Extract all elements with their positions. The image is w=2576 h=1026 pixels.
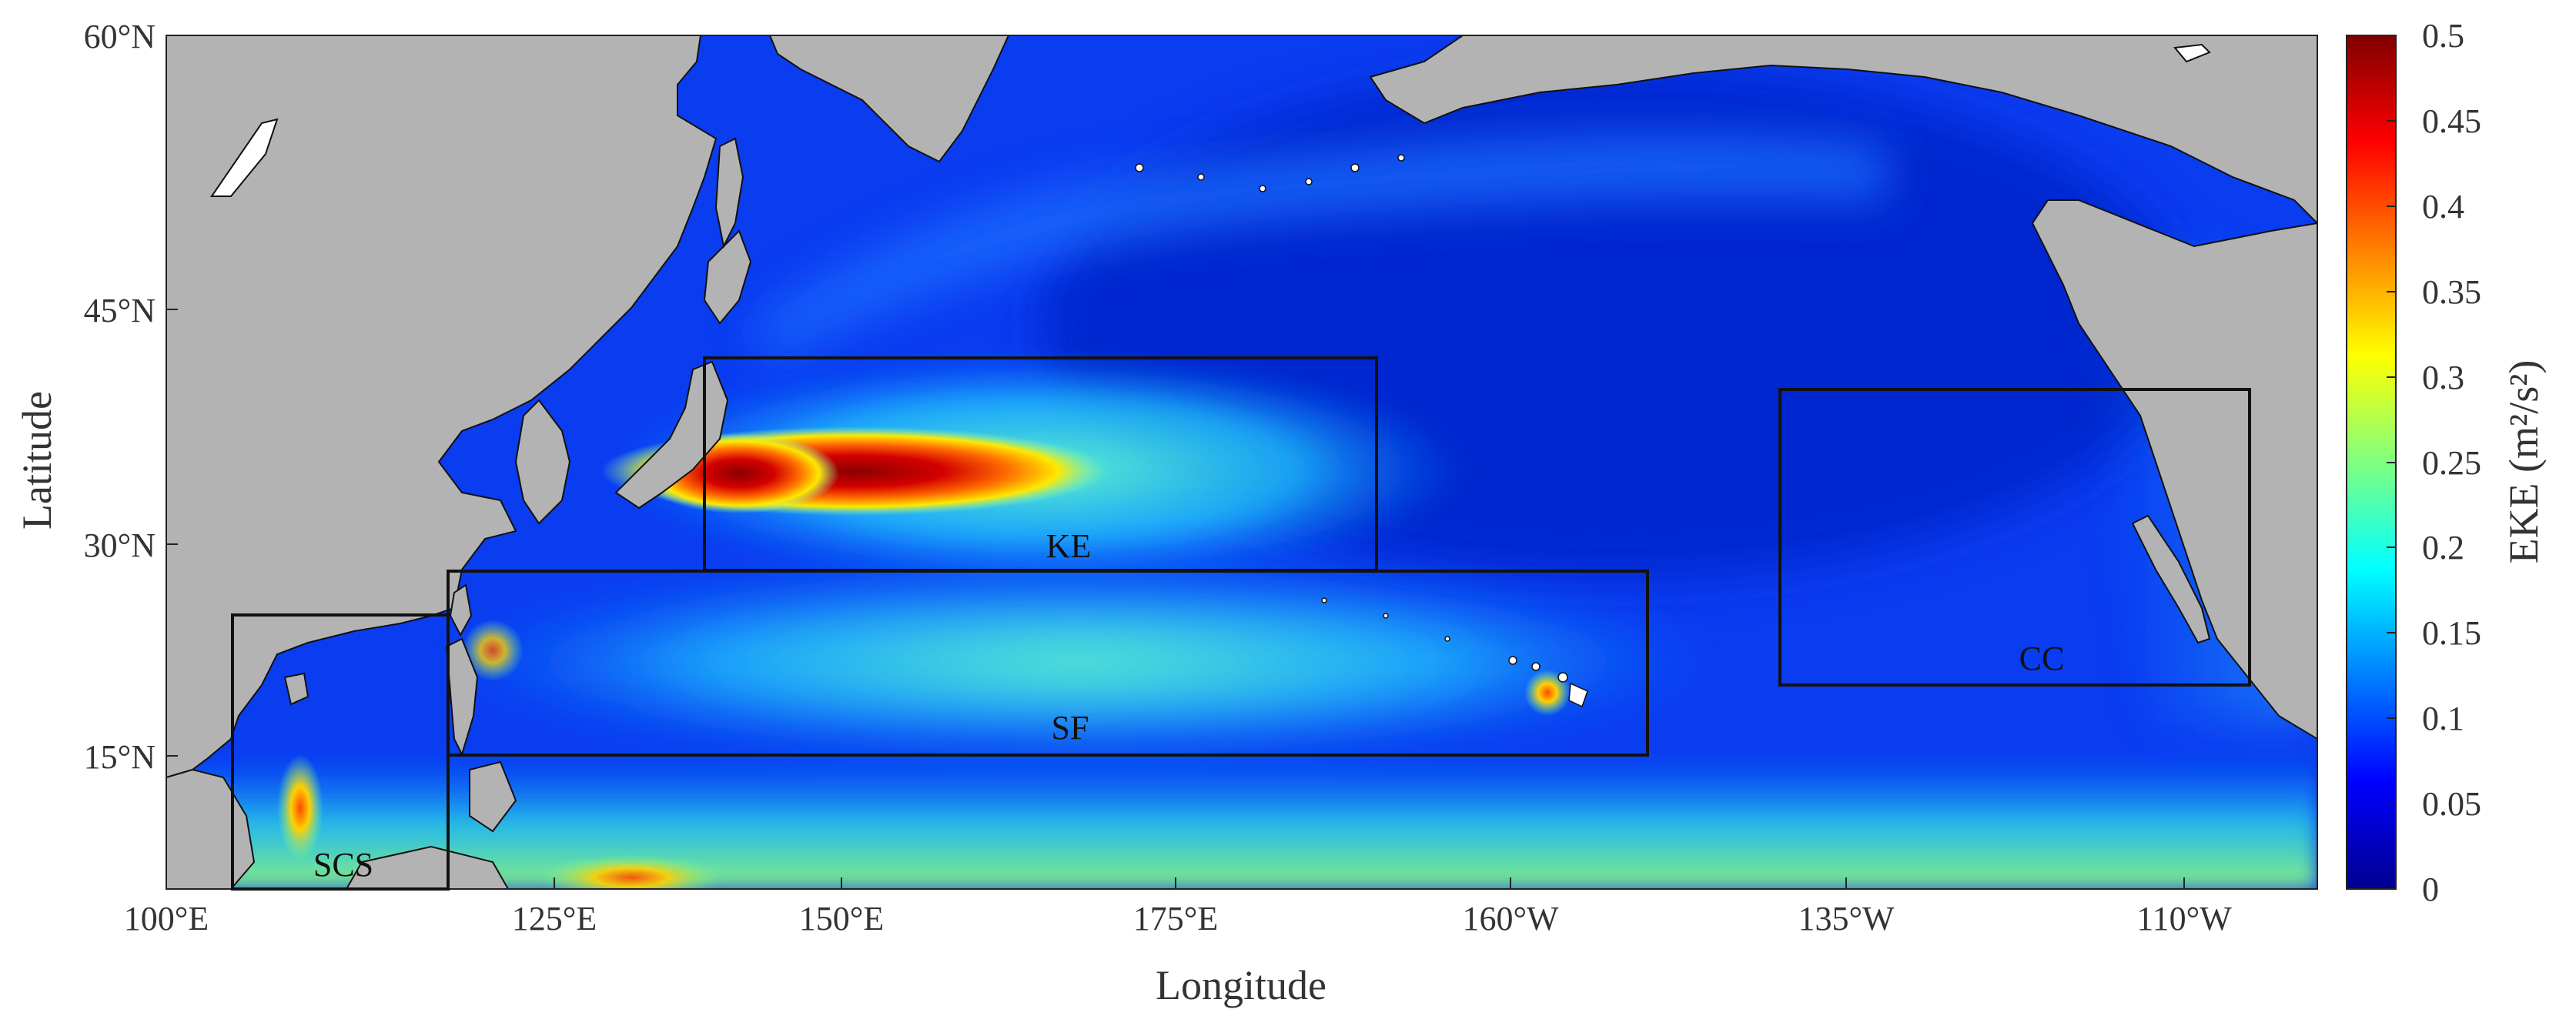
y-tick-label: 45°N <box>84 292 156 329</box>
region-label-ke: KE <box>1046 527 1092 565</box>
colorbar-label: EKE (m²/s²) <box>2501 360 2547 564</box>
colorbar-tick-label: 0 <box>2422 871 2439 908</box>
colorbar-tick-label: 0.4 <box>2422 188 2464 226</box>
y-tick-label: 60°N <box>84 18 156 55</box>
x-tick-label: 100°E <box>124 900 209 937</box>
map-panel <box>166 35 2317 889</box>
y-tick-label: 30°N <box>84 526 156 564</box>
y-tick-marks <box>166 35 178 757</box>
colorbar-tick-label: 0.15 <box>2422 614 2481 652</box>
region-label-scs: SCS <box>313 846 373 884</box>
philippine-spot <box>462 620 524 681</box>
scs-hotspot <box>277 754 323 862</box>
map-frame <box>166 35 2318 890</box>
region-boxes <box>231 356 2251 891</box>
region-label-sf: SF <box>1052 709 1089 747</box>
x-tick-label: 135°W <box>1798 900 1895 937</box>
x-tick-label: 160°W <box>1462 900 1559 937</box>
hawaii-lee-spot <box>1524 670 1571 716</box>
aleutian-islands <box>1135 154 1405 192</box>
colorbar-tick-label: 0.25 <box>2422 444 2481 482</box>
colorbar-tick-label: 0.05 <box>2422 785 2481 823</box>
colorbar-tick-label: 0.2 <box>2422 529 2464 566</box>
x-tick-label: 175°E <box>1133 900 1218 937</box>
colorbar-tick-label: 0.45 <box>2422 102 2481 140</box>
region-box-cc <box>1778 388 2251 687</box>
colorbar-tick-marks <box>2387 35 2396 890</box>
x-tick-marks <box>166 877 2185 889</box>
equatorial-band <box>166 754 2317 889</box>
x-tick-label: 150°E <box>799 900 884 937</box>
equatorial-hotspot <box>539 854 724 889</box>
hawaiian-islands <box>1321 597 1588 708</box>
colorbar-tick-label: 0.35 <box>2422 273 2481 311</box>
y-axis-label: Latitude <box>14 391 60 530</box>
region-label-cc: CC <box>2019 640 2065 677</box>
colorbar-tick-label: 0.1 <box>2422 700 2464 737</box>
colorbar-tick-label: 0.3 <box>2422 359 2464 396</box>
region-box-scs <box>231 613 450 891</box>
x-tick-label: 125°E <box>512 900 597 937</box>
colorbar-tick-label: 0.5 <box>2422 17 2464 55</box>
y-tick-label: 15°N <box>84 738 156 776</box>
x-axis-label: Longitude <box>1156 962 1326 1008</box>
x-tick-label: 110°W <box>2136 900 2232 937</box>
stcc-band <box>439 570 1717 754</box>
subarctic-band <box>754 135 1886 362</box>
